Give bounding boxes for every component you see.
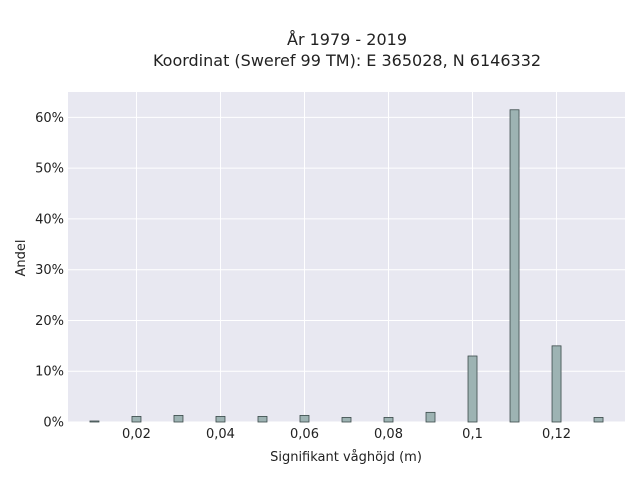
histogram-bar: [257, 416, 268, 423]
histogram-bar: [341, 417, 352, 423]
x-tick-label: 0,08: [374, 427, 403, 442]
x-tick-label: 0,02: [122, 427, 151, 442]
histogram-bar: [89, 420, 100, 423]
y-tick-labels: 0% 10% 20% 30% 40% 50% 60%: [35, 111, 64, 431]
y-axis-label: Andel: [14, 240, 29, 277]
histogram-bar: [173, 414, 184, 423]
y-tick-label: 40%: [35, 212, 64, 227]
histogram-bar: [467, 355, 478, 423]
bars: [89, 109, 604, 423]
histogram-bar: [593, 417, 604, 423]
histogram-bar: [425, 411, 436, 423]
y-tick-label: 20%: [35, 314, 64, 329]
chart-title-line2: Koordinat (Sweref 99 TM): E 365028, N 61…: [153, 51, 541, 70]
x-tick-label: 0,12: [542, 427, 571, 442]
histogram-bar: [509, 109, 520, 423]
y-tick-label: 30%: [35, 263, 64, 278]
x-tick-label: 0,1: [462, 427, 483, 442]
y-tick-label: 0%: [43, 416, 64, 431]
x-tick-label: 0,06: [290, 427, 319, 442]
histogram-bar: [299, 414, 310, 423]
x-tick-labels: 0,02 0,04 0,06 0,08 0,1 0,12: [122, 427, 571, 442]
x-axis-label: Signifikant våghöjd (m): [270, 450, 422, 465]
y-tick-label: 10%: [35, 365, 64, 380]
histogram-bar: [215, 416, 226, 423]
chart-title-line1: År 1979 - 2019: [287, 30, 407, 49]
y-tick-label: 50%: [35, 162, 64, 177]
plot-area: [68, 92, 625, 422]
histogram-bar: [131, 416, 142, 423]
histogram-bar: [383, 417, 394, 423]
y-tick-label: 60%: [35, 111, 64, 126]
y-gridlines: [68, 116, 625, 423]
x-tick-label: 0,04: [206, 427, 235, 442]
histogram-bar: [551, 345, 562, 423]
